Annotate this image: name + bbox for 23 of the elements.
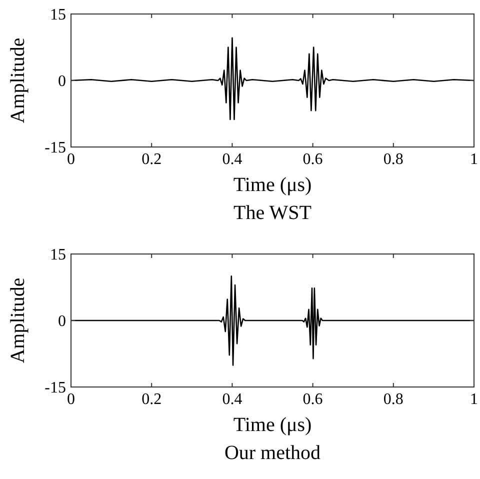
x-axis-title: Time (μs) <box>233 414 312 436</box>
x-tick-label: 0.8 <box>383 391 404 408</box>
y-tick-label: 0 <box>58 73 66 90</box>
x-tick-label: 0.6 <box>302 151 323 168</box>
y-axis-title: Amplitude <box>7 38 29 124</box>
y-tick-label: 15 <box>50 6 66 24</box>
x-tick-label: 0.8 <box>383 151 404 168</box>
x-tick-label: 1 <box>470 151 478 168</box>
x-tick-label: 0.2 <box>142 391 162 408</box>
x-tick-label: 1 <box>470 391 478 408</box>
text: The WST <box>234 202 312 224</box>
y-tick-label: 15 <box>50 246 66 264</box>
y-tick-label: 0 <box>58 313 66 330</box>
x-tick-label: 0.6 <box>302 391 323 408</box>
y-axis-title: Amplitude <box>7 278 29 364</box>
x-axis-title: Time (μs) <box>233 174 312 196</box>
y-tick-label: -15 <box>44 380 66 397</box>
line-series <box>70 37 475 120</box>
x-tick-label: 0.4 <box>222 151 242 168</box>
x-tick-label: 0.2 <box>142 151 162 168</box>
text: Our method <box>224 442 321 464</box>
y-tick-label: -15 <box>44 140 66 157</box>
x-tick-label: 0.4 <box>222 391 242 408</box>
